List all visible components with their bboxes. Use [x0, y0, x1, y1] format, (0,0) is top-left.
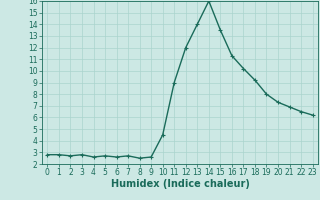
- X-axis label: Humidex (Indice chaleur): Humidex (Indice chaleur): [111, 179, 249, 189]
